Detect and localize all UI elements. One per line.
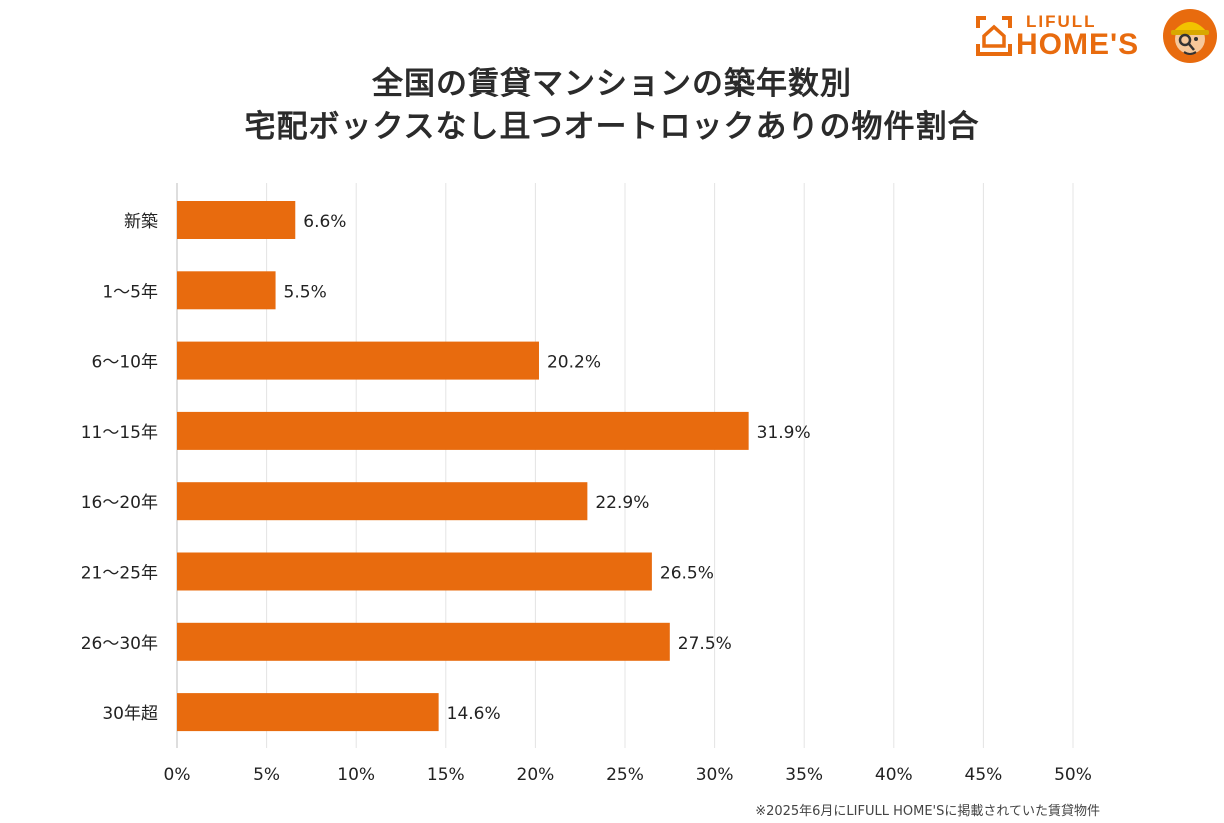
x-tick-label: 20% [517,765,555,785]
bar [177,201,296,239]
x-tick-labels: 0% 5% 10% 15% 20% 25% 30% 35% 40% 45% 50% [164,765,1092,785]
value-label: 26.5% [660,564,714,584]
x-tick-label: 50% [1054,765,1092,785]
value-label: 22.9% [595,493,649,513]
gridlines [176,183,1074,748]
bar [177,693,439,732]
x-tick-label: 40% [875,765,913,785]
footnote: ※2025年6月にLIFULL HOME'Sに掲載されていた賃貸物件 [755,804,1100,819]
logo-text-lifull: LIFULL [1026,12,1097,31]
x-tick-label: 0% [164,765,191,785]
category-label: 21～25年 [81,564,158,584]
category-label: 11～15年 [81,423,158,443]
category-label: 16～20年 [81,493,158,513]
bar [177,341,539,380]
bar [177,482,588,521]
bars [177,201,749,732]
bar [177,271,276,310]
x-tick-label: 30% [696,765,734,785]
value-label: 6.6% [303,212,346,232]
x-tick-label: 10% [337,765,375,785]
chart-title-line-2: 宅配ボックスなし且つオートロックありの物件割合 [244,109,980,145]
x-tick-label: 45% [965,765,1003,785]
category-labels: 新築 1～5年 6～10年 11～15年 16～20年 21～25年 26～30年 30年超 [81,212,158,724]
category-label: 新築 [124,212,158,232]
value-label: 27.5% [678,634,732,654]
category-label: 26～30年 [81,634,158,654]
chart-title-line-1: 全国の賃貸マンションの築年数別 [372,66,852,102]
x-tick-label: 25% [606,765,644,785]
bar [177,411,749,450]
x-tick-label: 5% [253,765,280,785]
lifull-homes-logo: LIFULL HOME'S [972,8,1222,66]
x-tick-label: 15% [427,765,465,785]
bar [177,552,652,591]
house-icon [976,16,1012,56]
mascot-icon [1163,9,1217,63]
logo-text-homes: HOME'S [1016,28,1140,61]
value-labels: 6.6% 5.5% 20.2% 31.9% 22.9% 26.5% 27.5% 14.6% [284,212,811,724]
value-label: 31.9% [757,423,811,443]
value-label: 5.5% [284,282,327,302]
category-label: 1～5年 [102,282,158,302]
category-label: 6～10年 [92,353,158,373]
bar [177,622,670,661]
category-label: 30年超 [102,704,158,724]
value-label: 20.2% [547,353,601,373]
value-label: 14.6% [447,704,501,724]
x-tick-label: 35% [785,765,823,785]
